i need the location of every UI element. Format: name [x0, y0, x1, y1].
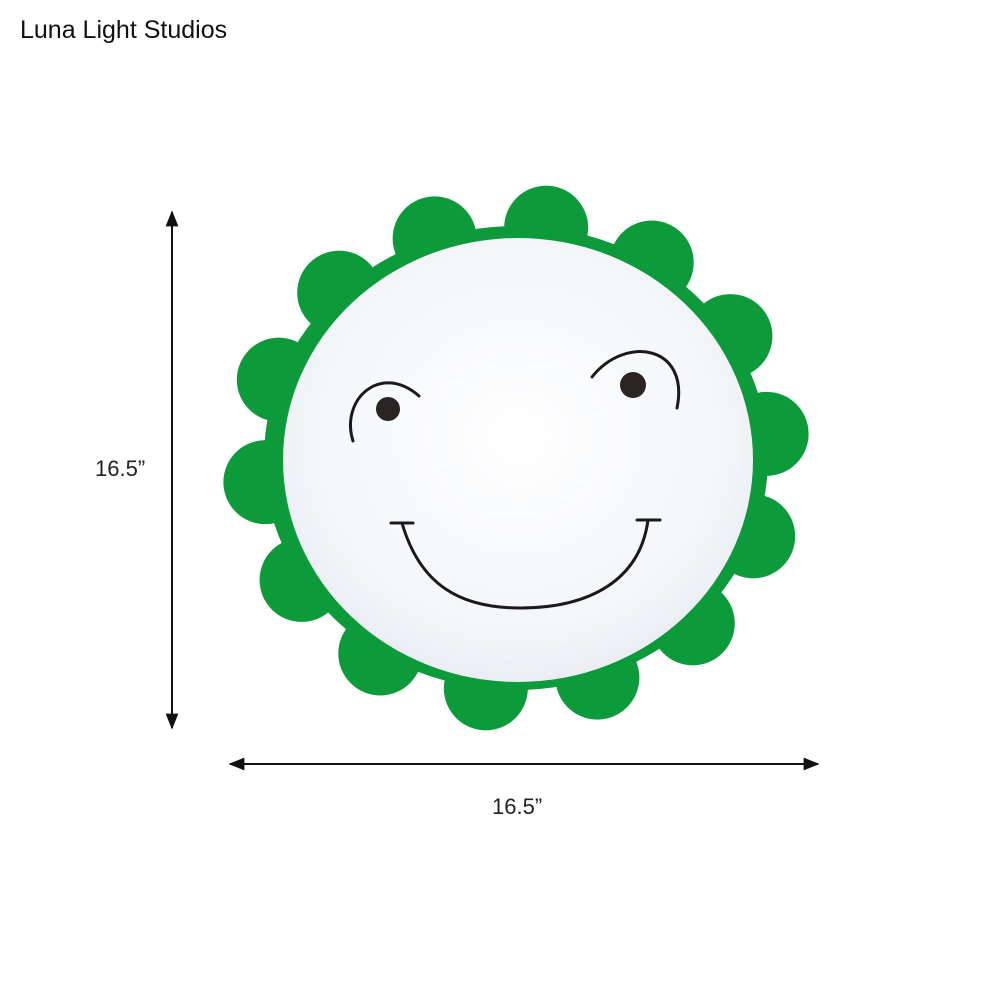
height-label: 16.5”: [95, 456, 146, 481]
mouth: [389, 518, 662, 610]
right-eyebrow: [590, 350, 681, 410]
white-lamp-shade: [283, 238, 753, 682]
right-eye: [620, 372, 646, 398]
left-eyebrow: [349, 381, 421, 443]
smiley-face: [349, 350, 681, 610]
width-label: 16.5”: [492, 794, 543, 819]
left-eye: [376, 397, 400, 421]
brand-name: Luna Light Studios: [20, 16, 228, 44]
